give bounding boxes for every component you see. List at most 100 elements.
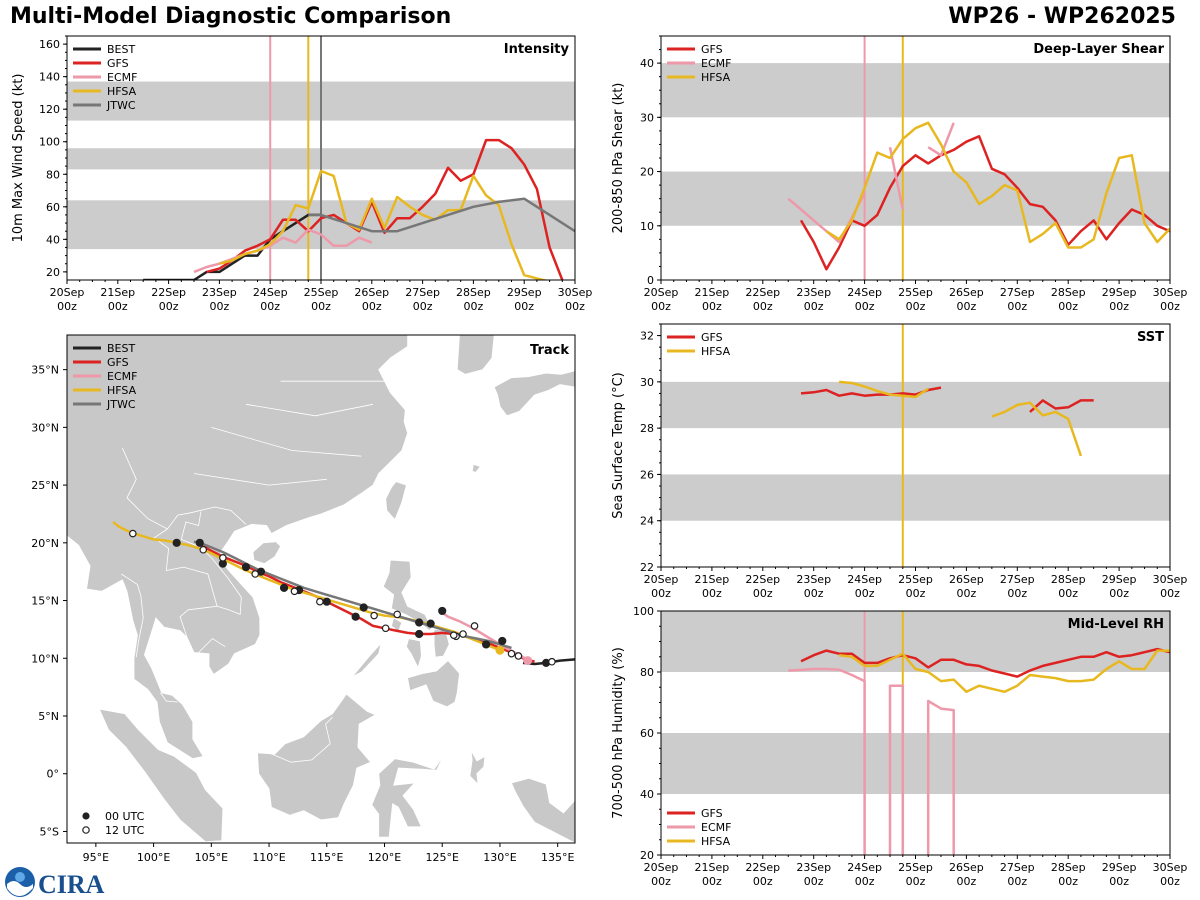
sst-xtick-hour: 00z <box>753 587 773 600</box>
intensity-xtick-date: 27Sep <box>405 286 440 299</box>
rh-xtick-date: 26Sep <box>949 861 984 874</box>
shear-title: Deep-Layer Shear <box>1033 42 1164 57</box>
sst-series-hfsa <box>991 401 1083 457</box>
shear-ytick-label: 20 <box>640 166 654 179</box>
land-halmahera <box>469 750 486 786</box>
sst-ytick-label: 26 <box>640 468 654 481</box>
sst-threshold-band <box>661 381 1170 429</box>
track-point-00utc <box>279 583 289 592</box>
track-xtick-label: 120°E <box>368 851 401 864</box>
shear-xtick-hour: 00z <box>804 300 824 313</box>
land-korea <box>456 335 495 375</box>
sst-xtick-date: 23Sep <box>796 573 831 586</box>
intensity-xtick-date: 28Sep <box>456 286 491 299</box>
intensity-xtick-hour: 00z <box>159 300 179 313</box>
track-position-hfsa <box>495 645 505 655</box>
rh-xtick-hour: 00z <box>1160 875 1180 888</box>
sst-legend-label-gfs: GFS <box>701 331 723 344</box>
sst-xtick-hour: 00z <box>1007 587 1027 600</box>
sst-xtick-hour: 00z <box>1058 587 1078 600</box>
sst-xtick-date: 30Sep <box>1153 573 1188 586</box>
land-palawan <box>351 641 382 678</box>
intensity-legend-label-ecmf: ECMF <box>107 71 137 84</box>
track-point-12utc <box>370 611 378 620</box>
track-title: Track <box>530 343 569 358</box>
sst-xtick-hour: 00z <box>651 587 671 600</box>
intensity-panel: 2040608010012014016020Sep00z21Sep00z22Se… <box>11 35 592 313</box>
track-point-12utc <box>381 624 390 633</box>
track-legend-label-jtwc: JTWC <box>106 398 136 411</box>
rh-xtick-date: 24Sep <box>847 861 882 874</box>
track-point-12utc <box>199 545 208 554</box>
intensity-xtick-hour: 00z <box>464 300 484 313</box>
intensity-xtick-date: 29Sep <box>507 286 542 299</box>
sst-series-gfs <box>800 386 942 397</box>
shear-xtick-hour: 00z <box>906 300 926 313</box>
rh-threshold-band <box>661 611 1170 672</box>
rh-legend-label-gfs: GFS <box>701 807 723 820</box>
shear-ytick-label: 0 <box>647 274 654 287</box>
rh-xtick-hour: 00z <box>855 875 875 888</box>
track-point-12utc <box>219 554 227 562</box>
rh-legend-label-hfsa: HFSA <box>701 835 731 848</box>
sst-ytick-label: 30 <box>640 376 654 389</box>
intensity-title: Intensity <box>504 42 570 57</box>
track-xtick-label: 115°E <box>310 851 343 864</box>
intensity-xtick-hour: 00z <box>362 300 382 313</box>
cira-logo: CIRA <box>5 867 105 898</box>
intensity-legend-label-jtwc: JTWC <box>106 99 136 112</box>
sst-xtick-date: 22Sep <box>745 573 780 586</box>
track-xtick-label: 125°E <box>426 851 459 864</box>
track-position-ecmf <box>523 656 533 666</box>
rh-series-ecmf <box>788 667 866 855</box>
land-borneo <box>257 693 377 821</box>
sst-xtick-date: 21Sep <box>695 573 730 586</box>
rh-xtick-date: 29Sep <box>1102 861 1137 874</box>
rh-xtick-date: 21Sep <box>695 861 730 874</box>
track-xtick-label: 95°E <box>83 851 109 864</box>
sst-xtick-date: 28Sep <box>1051 573 1086 586</box>
rh-ytick-label: 40 <box>640 788 654 801</box>
shear-ytick-label: 10 <box>640 220 654 233</box>
country-border <box>193 473 327 486</box>
country-border <box>211 427 362 457</box>
rh-ytick-label: 80 <box>640 666 654 679</box>
shear-series-ecmf <box>888 146 905 210</box>
track-point-12utc <box>290 587 299 596</box>
shear-xtick-date: 25Sep <box>898 286 933 299</box>
intensity-ytick-label: 160 <box>39 38 60 51</box>
land-lesser-sunda <box>327 868 417 877</box>
shear-ytick-label: 30 <box>640 111 654 124</box>
shear-xtick-hour: 00z <box>702 300 722 313</box>
sst-title: SST <box>1137 330 1164 345</box>
track-xtick-label: 130°E <box>483 851 516 864</box>
shear-plot-area <box>661 36 1170 280</box>
country-border <box>160 692 178 703</box>
sst-frame <box>660 323 1171 568</box>
rh-xtick-hour: 00z <box>702 875 722 888</box>
track-point-00utc <box>415 629 424 639</box>
shear-xtick-hour: 00z <box>855 300 875 313</box>
intensity-ytick-label: 40 <box>46 233 60 246</box>
intensity-xtick-hour: 00z <box>108 300 128 313</box>
rh-ytick-label: 100 <box>633 605 654 618</box>
sst-xtick-hour: 00z <box>804 587 824 600</box>
rh-series-ecmf <box>926 699 955 855</box>
rh-xtick-date: 28Sep <box>1051 861 1086 874</box>
rh-ytick-label: 20 <box>640 849 654 862</box>
shear-xtick-hour: 00z <box>1007 300 1027 313</box>
shear-xtick-date: 29Sep <box>1102 286 1137 299</box>
track-point-12utc <box>449 631 458 639</box>
track-legend-label-gfs: GFS <box>107 356 129 369</box>
sst-ytick-label: 28 <box>640 422 654 435</box>
sst-xtick-hour: 00z <box>702 587 722 600</box>
sst-series-gfs <box>1029 399 1094 413</box>
sst-xtick-hour: 00z <box>855 587 875 600</box>
shear-series-hfsa <box>825 121 1170 249</box>
track-point-12utc <box>470 622 479 630</box>
intensity-xtick-date: 20Sep <box>50 286 85 299</box>
sst-xtick-date: 29Sep <box>1102 573 1137 586</box>
country-border <box>154 537 218 638</box>
shear-xtick-date: 30Sep <box>1153 286 1188 299</box>
land-hainan <box>252 541 282 565</box>
